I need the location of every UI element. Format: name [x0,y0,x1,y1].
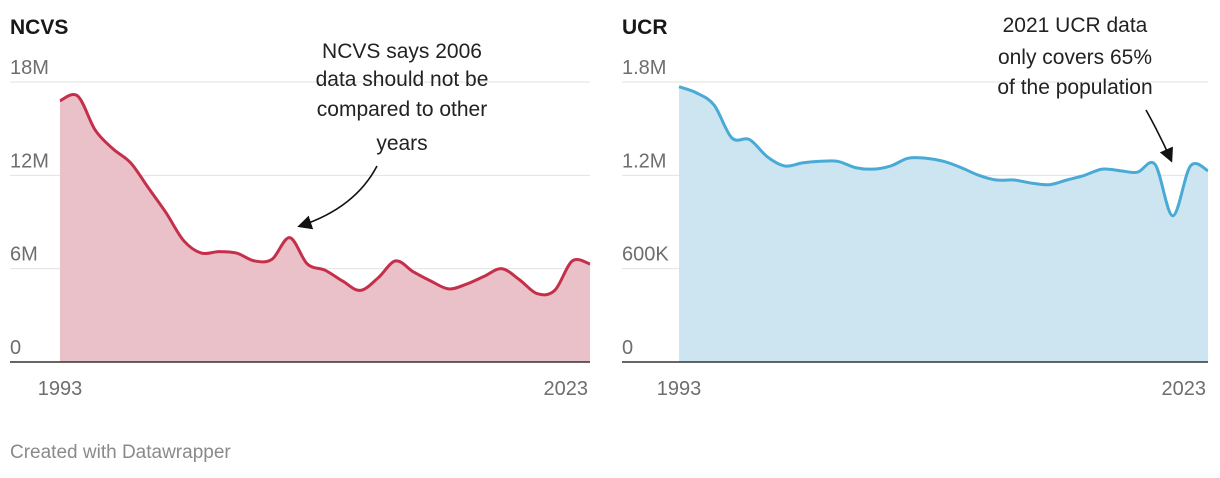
ucr-series-line [678,85,1209,218]
ucr-area-fill [679,86,1208,362]
data-point-1996 [730,136,734,140]
data-point-1997 [748,138,752,142]
data-point-2006 [288,236,292,240]
data-point-2010 [977,173,981,177]
data-point-2008 [942,159,946,163]
data-point-2006 [906,156,910,160]
data-point-2023 [1206,169,1210,173]
data-point-1998 [146,186,150,190]
ncvs-panel: NCVS 0 6M 12M 18M 1993 2023 NCVS says 20… [10,16,592,400]
ucr-panel-title: UCR [622,16,668,39]
data-point-2007 [305,262,309,266]
data-point-2016 [464,282,468,286]
data-point-2012 [394,259,398,263]
data-point-2014 [1047,183,1051,187]
data-point-1998 [765,155,769,159]
ncvs-annotation-line: compared to other [317,98,487,121]
data-point-1994 [76,94,80,98]
data-point-2002 [836,159,840,163]
ucr-annotation-arrow [1145,109,1173,163]
data-point-2014 [429,279,433,283]
data-point-2019 [517,278,521,282]
ncvs-annotation-line: NCVS says 2006 [322,40,482,63]
data-point-2022 [1188,164,1192,168]
data-point-2005 [270,257,274,261]
data-point-2008 [323,268,327,272]
data-point-2003 [853,166,857,170]
data-point-2015 [447,287,451,291]
data-point-2021 [553,288,557,292]
data-point-1995 [93,128,97,132]
ucr-x-tick-label: 2023 [1162,378,1207,400]
data-point-1999 [164,211,168,215]
ncvs-area-fill [60,94,590,362]
data-point-2016 [1083,173,1087,177]
ucr-y-tick-label: 1.2M [622,150,666,172]
data-point-2003 [235,251,239,255]
data-point-2004 [252,259,256,263]
ncvs-annotation-line: years [376,132,427,155]
ncvs-y-tick-label: 12M [10,150,49,172]
ncvs-annotation-line: data should not be [316,68,489,91]
data-point-2002 [217,250,221,254]
ncvs-series-line [59,93,591,297]
ucr-y-tick-label: 0 [622,337,633,359]
ncvs-y-tick-label: 0 [10,337,21,359]
data-point-2018 [1118,169,1122,173]
ncvs-annotation: NCVS says 2006 data should not be compar… [297,40,489,230]
data-point-2013 [1030,181,1034,185]
ucr-panel: UCR 0 600K 1.2M 1.8M 1993 2023 2021 UCR … [622,14,1210,400]
data-point-2007 [924,156,928,160]
data-point-2021 [1171,214,1175,218]
data-point-2000 [800,161,804,165]
ucr-annotation: 2021 UCR data only covers 65% of the pop… [997,14,1173,163]
data-point-2009 [959,166,963,170]
data-point-1999 [783,164,787,168]
data-point-1996 [111,147,115,151]
data-point-2018 [500,267,504,271]
ncvs-y-tick-label: 18M [10,57,49,79]
data-point-2009 [341,279,345,283]
data-point-1993 [58,99,62,103]
data-point-2019 [1135,170,1139,174]
data-point-1997 [129,161,133,165]
ncvs-annotation-arrow [297,165,378,230]
data-point-2017 [1100,167,1104,171]
ucr-x-tick-label: 1993 [657,378,702,400]
data-point-2013 [411,270,415,274]
ncvs-panel-title: NCVS [10,16,68,39]
ucr-annotation-line: only covers 65% [998,46,1152,69]
ncvs-x-tick-label: 1993 [38,378,83,400]
data-point-2004 [871,167,875,171]
ucr-y-tick-label: 1.8M [622,57,666,79]
data-point-2005 [889,164,893,168]
ncvs-x-tick-label: 2023 [544,378,589,400]
data-point-2011 [994,178,998,182]
data-point-2010 [358,288,362,292]
data-point-2001 [199,251,203,255]
data-point-2020 [535,292,539,296]
data-point-1993 [677,85,681,89]
data-point-2022 [570,259,574,263]
data-point-2012 [1012,178,1016,182]
ucr-annotation-line: 2021 UCR data [1003,14,1148,37]
data-point-1995 [712,103,716,107]
ncvs-y-tick-label: 6M [10,244,38,266]
ucr-annotation-line: of the population [997,76,1152,99]
footer-credit: Created with Datawrapper [10,442,231,463]
data-point-2001 [818,159,822,163]
data-point-2020 [1153,162,1157,166]
data-point-2023 [588,262,592,266]
data-point-2011 [376,276,380,280]
data-point-2000 [182,239,186,243]
data-point-2017 [482,274,486,278]
data-point-2015 [1065,178,1069,182]
data-point-1994 [695,91,699,95]
ucr-y-tick-label: 600K [622,244,669,266]
